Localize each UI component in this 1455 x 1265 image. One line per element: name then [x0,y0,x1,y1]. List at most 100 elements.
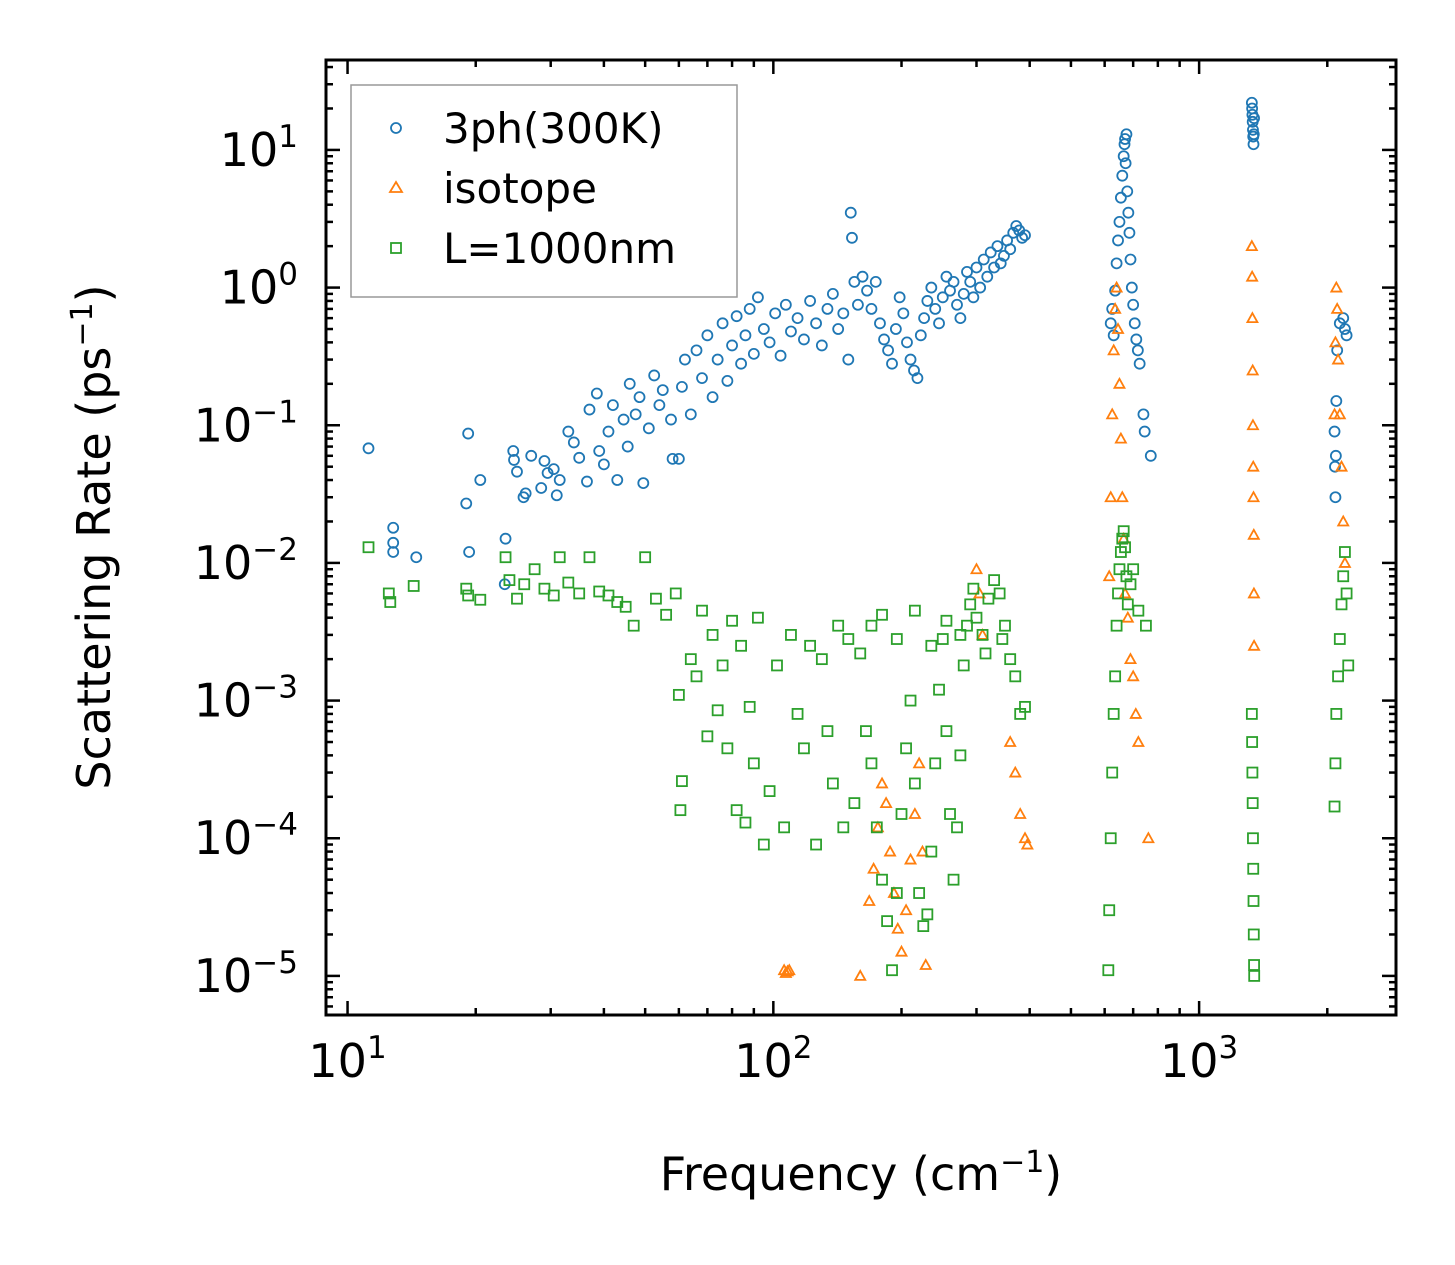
point-isotope [894,944,909,957]
point-3ph [791,312,804,325]
point-l1000nm [993,587,1006,600]
point-3ph [656,384,669,397]
point-3ph [590,387,603,400]
point-l1000nm [1102,964,1115,977]
point-l1000nm [886,964,898,977]
point-isotope [969,562,984,575]
legend-marker-isotope [388,180,404,193]
point-l1000nm [763,785,776,798]
point-3ph [623,377,636,390]
point-isotope [1131,735,1145,747]
point-3ph [460,497,473,510]
point-l1000nm [999,619,1011,632]
point-3ph [684,408,697,421]
point-3ph [994,257,1007,270]
point-l1000nm [1329,757,1342,770]
point-l1000nm [904,694,917,707]
point-3ph [462,427,475,440]
point-l1000nm [407,580,420,592]
point-l1000nm [908,777,921,790]
point-3ph [1328,425,1341,438]
point-3ph [1112,234,1124,247]
point-3ph [1104,317,1117,330]
point-3ph [998,249,1010,262]
point-3ph [508,454,520,466]
point-l1000nm [711,704,724,717]
point-isotope [919,958,933,970]
point-3ph [1116,169,1129,182]
point-3ph [1131,344,1144,357]
point-3ph [832,323,845,335]
point-3ph [1004,243,1017,256]
point-isotope [1329,280,1343,293]
point-3ph [735,357,747,370]
point-3ph [1137,408,1150,421]
point-isotope [1107,343,1121,356]
point-l1000nm [553,551,566,564]
point-3ph [752,291,764,304]
point-l1000nm [970,611,983,624]
point-3ph [1247,123,1259,136]
point-3ph [535,482,548,494]
point-l1000nm [929,757,942,770]
point-3ph [525,449,538,462]
point-3ph [696,372,708,385]
point-3ph [499,532,512,545]
point-l1000nm [1127,563,1140,576]
point-3ph [977,253,990,266]
point-isotope [1333,407,1347,420]
point-l1000nm [890,633,903,645]
point-l1000nm [669,587,682,600]
point-l1000nm [832,619,845,632]
point-l1000nm [917,920,930,933]
point-l1000nm [547,589,560,602]
point-3ph [362,442,375,455]
point-l1000nm [785,628,797,641]
point-3ph [701,329,714,342]
point-isotope [1003,735,1017,747]
point-isotope [1112,376,1126,389]
point-3ph [954,312,967,325]
point-3ph [387,546,400,558]
point-3ph [815,339,828,352]
point-3ph [581,475,593,488]
series-1 [777,239,1352,981]
point-isotope [1247,638,1261,651]
point-l1000nm [1247,895,1260,907]
point-l1000nm [518,578,531,591]
point-l1000nm [1332,670,1344,683]
point-3ph [861,284,873,297]
point-3ph [798,333,810,346]
point-l1000nm [921,908,934,921]
point-l1000nm [1121,598,1134,611]
point-isotope [1115,490,1129,503]
point-l1000nm [1247,928,1260,941]
x-tick-label: 102 [734,1030,812,1088]
point-3ph [785,325,797,338]
point-l1000nm [1245,708,1258,720]
point-isotope [875,776,889,789]
point-3ph [550,489,563,502]
point-l1000nm [870,821,883,834]
point-l1000nm [602,589,615,602]
tick-labels: 101 102 103 101 100 10−1 10−2 10−3 10−4 10−5 [194,119,1239,1088]
point-l1000nm [650,592,662,605]
point-l1000nm [848,797,861,809]
point-l1000nm [865,757,878,770]
y-tick-label: 101 [220,119,298,177]
point-3ph [617,413,630,426]
point-l1000nm [979,647,992,660]
point-isotope [1102,569,1116,582]
point-3ph [541,467,554,479]
point-3ph [1329,460,1341,473]
point-3ph [763,336,776,349]
point-3ph [597,458,610,471]
point-3ph [474,474,487,486]
point-l1000nm [1103,904,1116,917]
point-l1000nm [1113,563,1126,576]
point-3ph [553,474,566,486]
point-isotope [883,844,897,857]
point-3ph [911,372,924,385]
point-isotope [781,964,795,977]
point-3ph [826,287,839,300]
